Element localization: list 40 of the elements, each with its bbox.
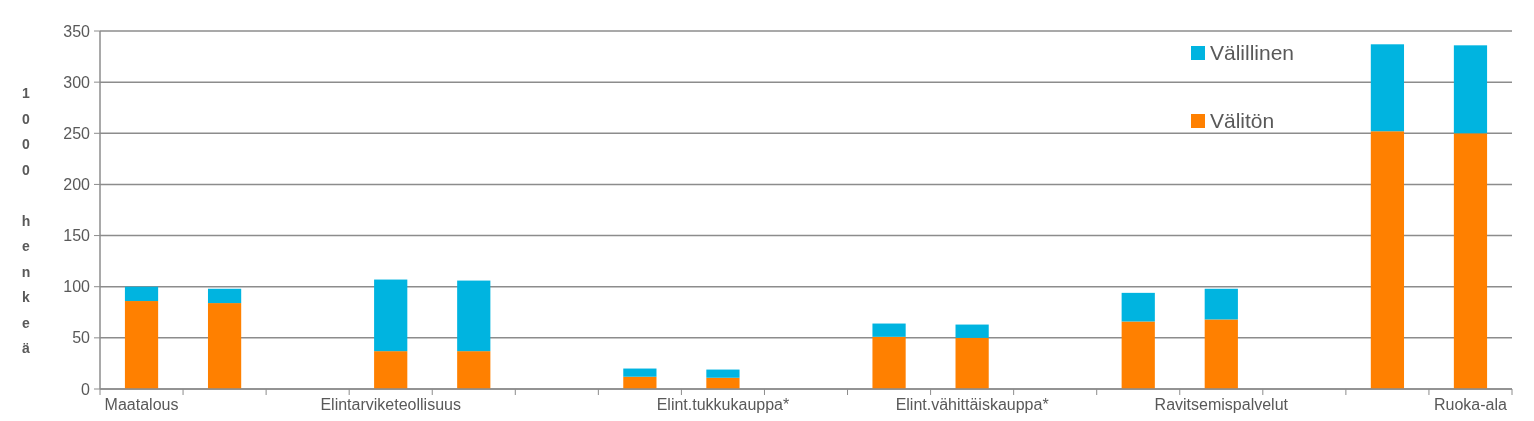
bar	[374, 351, 408, 389]
bar	[207, 303, 242, 389]
bar	[706, 377, 740, 389]
bar	[1370, 131, 1405, 389]
bar	[1204, 319, 1238, 389]
bar	[124, 301, 159, 389]
x-tick-label: Ravitsemispalvelut	[1154, 396, 1289, 413]
bar	[1121, 292, 1155, 322]
bar	[1370, 44, 1405, 132]
bar	[872, 336, 906, 389]
legend-label: Välitön	[1210, 109, 1275, 133]
y-tick-label: 100	[63, 278, 91, 296]
text: 1000 henkeä	[21, 85, 31, 356]
bar	[872, 323, 906, 337]
y-tick-label: 150	[63, 227, 91, 245]
x-tick-label: Ruoka-ala	[1434, 396, 1508, 413]
y-tick-label: 350	[63, 22, 91, 40]
y-tick-label: 250	[63, 124, 91, 142]
bar	[1121, 321, 1155, 389]
bar	[955, 324, 989, 338]
bar	[955, 337, 989, 389]
bar	[457, 280, 491, 352]
bar	[1453, 45, 1488, 134]
y-tick-label: 0	[81, 380, 91, 398]
bar	[124, 286, 159, 302]
bar	[623, 368, 657, 377]
y-tick-label: 200	[63, 176, 91, 194]
bar	[457, 351, 491, 389]
x-tick-label: Elintarviketeollisuus	[320, 396, 461, 413]
y-tick-label: 50	[72, 329, 91, 347]
bar	[706, 369, 740, 378]
x-tick-label: Maatalous	[104, 396, 179, 413]
x-tick-label: Elint.tukkukauppa*	[656, 396, 790, 413]
y-tick-label: 300	[63, 73, 91, 91]
x-tick-label: Elint.vähittäiskauppa*	[895, 396, 1049, 413]
legend-label: Välillinen	[1210, 41, 1295, 65]
bar	[374, 279, 408, 352]
bar	[1453, 133, 1488, 389]
bar	[1204, 288, 1238, 320]
bar	[207, 288, 242, 304]
